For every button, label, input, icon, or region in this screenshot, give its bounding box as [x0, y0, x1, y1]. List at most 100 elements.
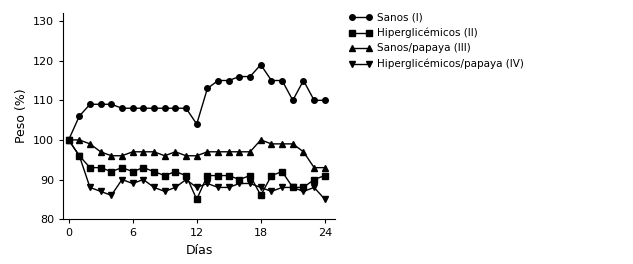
Hiperglicémicos (II) — [299, 186, 307, 189]
Sanos (I) — [139, 107, 147, 110]
Hiperglicémicos/papaya (IV) — [321, 198, 329, 201]
Hiperglicémicos/papaya (IV) — [225, 186, 232, 189]
Sanos/papaya (III) — [172, 150, 179, 153]
Sanos (I) — [108, 103, 115, 106]
Hiperglicémicos/papaya (IV) — [299, 190, 307, 193]
Hiperglicémicos (II) — [268, 174, 275, 177]
Hiperglicémicos/papaya (IV) — [161, 190, 168, 193]
Hiperglicémicos/papaya (IV) — [65, 138, 72, 142]
Sanos/papaya (III) — [108, 154, 115, 157]
Hiperglicémicos (II) — [204, 174, 211, 177]
Sanos/papaya (III) — [118, 154, 126, 157]
Hiperglicémicos (II) — [65, 138, 72, 142]
Sanos (I) — [118, 107, 126, 110]
Hiperglicémicos/papaya (IV) — [97, 190, 104, 193]
Sanos (I) — [235, 75, 243, 78]
Sanos (I) — [257, 63, 265, 66]
Sanos (I) — [310, 99, 318, 102]
Hiperglicémicos/papaya (IV) — [172, 186, 179, 189]
Sanos (I) — [204, 87, 211, 90]
Hiperglicémicos (II) — [193, 198, 201, 201]
Hiperglicémicos (II) — [289, 186, 297, 189]
Hiperglicémicos (II) — [75, 154, 83, 157]
Sanos/papaya (III) — [268, 142, 275, 145]
Sanos (I) — [65, 138, 72, 142]
Line: Hiperglicémicos/papaya (IV): Hiperglicémicos/papaya (IV) — [66, 137, 328, 202]
Hiperglicémicos/papaya (IV) — [268, 190, 275, 193]
Sanos (I) — [97, 103, 104, 106]
Hiperglicémicos (II) — [257, 194, 265, 197]
Hiperglicémicos/papaya (IV) — [75, 154, 83, 157]
Sanos (I) — [289, 99, 297, 102]
Hiperglicémicos/papaya (IV) — [129, 182, 137, 185]
Sanos/papaya (III) — [289, 142, 297, 145]
Line: Sanos (I): Sanos (I) — [66, 62, 328, 143]
Sanos/papaya (III) — [321, 166, 329, 169]
Sanos (I) — [215, 79, 222, 82]
Hiperglicémicos/papaya (IV) — [310, 186, 318, 189]
Hiperglicémicos (II) — [172, 170, 179, 173]
Hiperglicémicos/papaya (IV) — [150, 186, 158, 189]
Sanos/papaya (III) — [235, 150, 243, 153]
Sanos/papaya (III) — [75, 138, 83, 142]
Hiperglicémicos (II) — [118, 166, 126, 169]
Hiperglicémicos (II) — [129, 170, 137, 173]
X-axis label: Días: Días — [185, 244, 213, 257]
Hiperglicémicos/papaya (IV) — [235, 182, 243, 185]
Sanos/papaya (III) — [139, 150, 147, 153]
Sanos/papaya (III) — [225, 150, 232, 153]
Hiperglicémicos (II) — [235, 178, 243, 181]
Hiperglicémicos (II) — [279, 170, 286, 173]
Hiperglicémicos (II) — [321, 174, 329, 177]
Sanos (I) — [182, 107, 190, 110]
Sanos/papaya (III) — [182, 154, 190, 157]
Y-axis label: Peso (%): Peso (%) — [15, 89, 28, 143]
Sanos (I) — [86, 103, 94, 106]
Sanos (I) — [129, 107, 137, 110]
Hiperglicémicos (II) — [86, 166, 94, 169]
Hiperglicémicos/papaya (IV) — [193, 186, 201, 189]
Hiperglicémicos/papaya (IV) — [86, 186, 94, 189]
Hiperglicémicos (II) — [246, 174, 254, 177]
Line: Sanos/papaya (III): Sanos/papaya (III) — [66, 137, 328, 171]
Sanos (I) — [75, 115, 83, 118]
Hiperglicémicos (II) — [97, 166, 104, 169]
Hiperglicémicos (II) — [310, 178, 318, 181]
Sanos/papaya (III) — [246, 150, 254, 153]
Sanos (I) — [150, 107, 158, 110]
Hiperglicémicos/papaya (IV) — [118, 178, 126, 181]
Hiperglicémicos (II) — [215, 174, 222, 177]
Sanos (I) — [193, 122, 201, 126]
Hiperglicémicos (II) — [150, 170, 158, 173]
Sanos/papaya (III) — [310, 166, 318, 169]
Sanos (I) — [246, 75, 254, 78]
Sanos (I) — [172, 107, 179, 110]
Hiperglicémicos/papaya (IV) — [246, 182, 254, 185]
Hiperglicémicos/papaya (IV) — [289, 186, 297, 189]
Hiperglicémicos (II) — [182, 174, 190, 177]
Hiperglicémicos/papaya (IV) — [108, 194, 115, 197]
Line: Hiperglicémicos (II): Hiperglicémicos (II) — [66, 137, 328, 202]
Hiperglicémicos (II) — [225, 174, 232, 177]
Sanos/papaya (III) — [65, 138, 72, 142]
Sanos/papaya (III) — [161, 154, 168, 157]
Hiperglicémicos/papaya (IV) — [139, 178, 147, 181]
Sanos (I) — [321, 99, 329, 102]
Sanos/papaya (III) — [129, 150, 137, 153]
Sanos/papaya (III) — [299, 150, 307, 153]
Hiperglicémicos/papaya (IV) — [204, 182, 211, 185]
Legend: Sanos (I), Hiperglicémicos (II), Sanos/papaya (III), Hiperglicémicos/papaya (IV): Sanos (I), Hiperglicémicos (II), Sanos/p… — [347, 11, 526, 71]
Hiperglicémicos/papaya (IV) — [257, 186, 265, 189]
Hiperglicémicos/papaya (IV) — [182, 178, 190, 181]
Sanos/papaya (III) — [86, 142, 94, 145]
Sanos/papaya (III) — [97, 150, 104, 153]
Sanos/papaya (III) — [279, 142, 286, 145]
Sanos (I) — [299, 79, 307, 82]
Sanos/papaya (III) — [215, 150, 222, 153]
Hiperglicémicos (II) — [139, 166, 147, 169]
Sanos (I) — [225, 79, 232, 82]
Sanos/papaya (III) — [204, 150, 211, 153]
Hiperglicémicos (II) — [108, 170, 115, 173]
Sanos/papaya (III) — [150, 150, 158, 153]
Sanos/papaya (III) — [193, 154, 201, 157]
